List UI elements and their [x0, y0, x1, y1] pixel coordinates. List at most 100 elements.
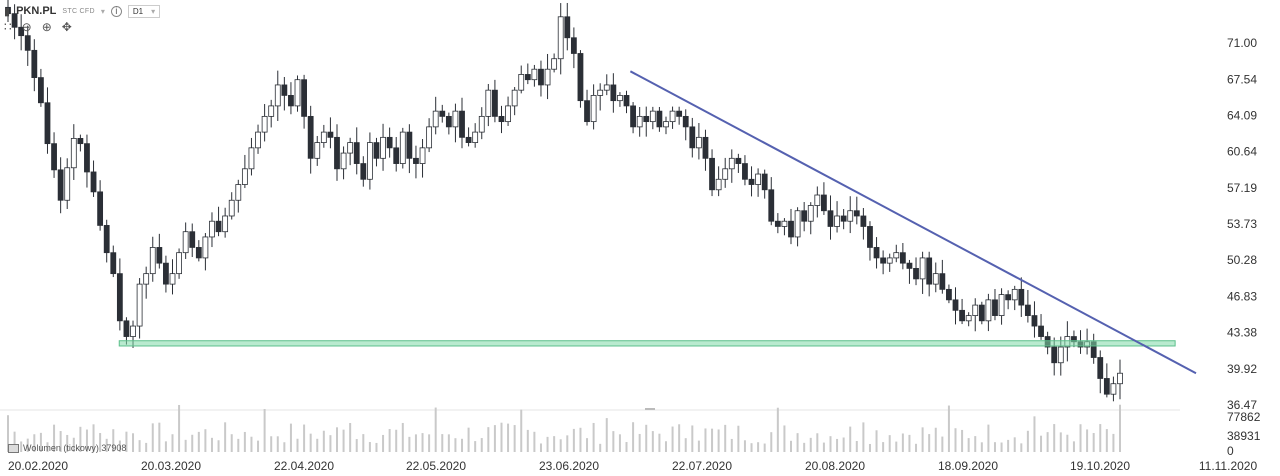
- volume-bar: [151, 423, 154, 452]
- y-tick-label: 71.00: [1227, 36, 1257, 50]
- candle-body: [123, 320, 130, 337]
- volume-bar: [730, 438, 733, 452]
- volume-bar: [164, 441, 167, 452]
- candle-body: [235, 184, 242, 201]
- y-axis: 71.00 67.54 64.09 60.64 57.19 53.73 50.28 46.83…: [1227, 36, 1261, 458]
- y-tick-label: 43.38: [1227, 326, 1257, 340]
- volume-bar: [658, 433, 661, 452]
- volume-bar: [822, 442, 825, 452]
- candle-body: [472, 131, 479, 143]
- candle-body: [163, 262, 169, 285]
- volume-bar: [1059, 432, 1062, 452]
- candles-icon[interactable]: ▮: [4, 5, 11, 18]
- volume-bar: [1020, 443, 1023, 452]
- volume-tick-label: 0: [1227, 444, 1234, 458]
- volume-bar: [882, 442, 885, 452]
- candle: [281, 76, 288, 111]
- volume-bar: [1026, 430, 1029, 452]
- candle: [334, 124, 340, 181]
- x-tick-label: 20.02.2020: [8, 459, 68, 473]
- candle: [314, 135, 321, 166]
- candle-body: [505, 105, 511, 123]
- volume-bar: [1046, 432, 1049, 452]
- timeframe-select[interactable]: D1 ▾: [127, 4, 161, 18]
- volume-bar: [421, 433, 424, 452]
- candle-body: [1051, 346, 1058, 364]
- candle-body: [886, 257, 893, 264]
- candle: [610, 73, 617, 113]
- candle: [1024, 290, 1031, 323]
- candle-body: [498, 115, 505, 123]
- candle: [538, 60, 544, 97]
- candle-body: [570, 37, 577, 54]
- candle: [163, 255, 169, 293]
- volume-bar: [947, 405, 950, 452]
- volume-bar: [790, 440, 793, 452]
- volume-bar: [26, 438, 29, 452]
- volume-bar: [539, 443, 542, 452]
- candle-body: [840, 215, 847, 222]
- candle: [307, 105, 314, 174]
- candle-body: [794, 210, 801, 238]
- candle: [274, 70, 281, 121]
- candle-body: [426, 126, 433, 149]
- volume-bar: [862, 422, 865, 452]
- candle: [597, 83, 604, 111]
- info-icon[interactable]: i: [110, 5, 122, 17]
- chevron-down-icon[interactable]: ▾: [100, 6, 105, 16]
- candle-body: [478, 115, 485, 133]
- candle-body: [248, 147, 255, 170]
- symbol-label[interactable]: PKN.PL: [16, 5, 57, 17]
- candle-body: [801, 210, 808, 222]
- candle-body: [439, 110, 446, 117]
- volume-bar: [724, 424, 727, 452]
- volume-bar: [1000, 442, 1003, 452]
- volume-bar: [1079, 424, 1082, 452]
- volume-bar: [664, 441, 667, 452]
- volume-bar: [520, 409, 523, 452]
- candle-body: [1038, 325, 1044, 337]
- volume-bar: [1119, 404, 1121, 452]
- candle: [288, 82, 294, 115]
- volume-bar: [967, 438, 970, 452]
- volume-bar: [388, 429, 391, 452]
- candle-body: [584, 100, 590, 123]
- candle-body: [301, 79, 307, 117]
- volume-bar: [612, 431, 615, 452]
- candle: [202, 233, 209, 271]
- volume-bar: [572, 428, 575, 452]
- candle-body: [222, 215, 229, 233]
- volume-bar: [599, 443, 602, 452]
- candle-body: [136, 283, 143, 327]
- candle: [617, 92, 623, 107]
- volume-bar: [33, 434, 36, 452]
- candle: [649, 106, 656, 130]
- candle: [169, 259, 176, 295]
- volume-bar: [171, 434, 174, 452]
- zoom-in-icon[interactable]: ⊕: [41, 20, 52, 34]
- candle: [452, 103, 459, 143]
- candle: [241, 154, 248, 189]
- candle-body: [1103, 378, 1110, 395]
- volume-bar: [915, 443, 918, 452]
- volume-bar: [711, 428, 714, 452]
- candles-type-icon[interactable]: ∷: [4, 20, 12, 34]
- move-icon[interactable]: ✥: [61, 20, 72, 34]
- overlays: [118, 70, 1197, 410]
- candle-body: [314, 142, 321, 159]
- candle: [294, 75, 301, 112]
- volume-bar: [645, 424, 648, 452]
- candle-body: [334, 136, 340, 170]
- volume-bar: [454, 438, 457, 452]
- candle: [761, 169, 768, 199]
- volume-bar: [125, 431, 128, 452]
- volume-bar: [507, 423, 510, 452]
- candle-body: [965, 315, 972, 322]
- volume-bar: [1033, 416, 1036, 452]
- zoom-out-icon[interactable]: ⊖: [21, 20, 32, 34]
- timeframe-chevron-icon: ▾: [151, 6, 156, 16]
- candle-body: [709, 157, 715, 191]
- y-tick-label: 57.19: [1227, 181, 1257, 195]
- candle-body: [380, 136, 386, 159]
